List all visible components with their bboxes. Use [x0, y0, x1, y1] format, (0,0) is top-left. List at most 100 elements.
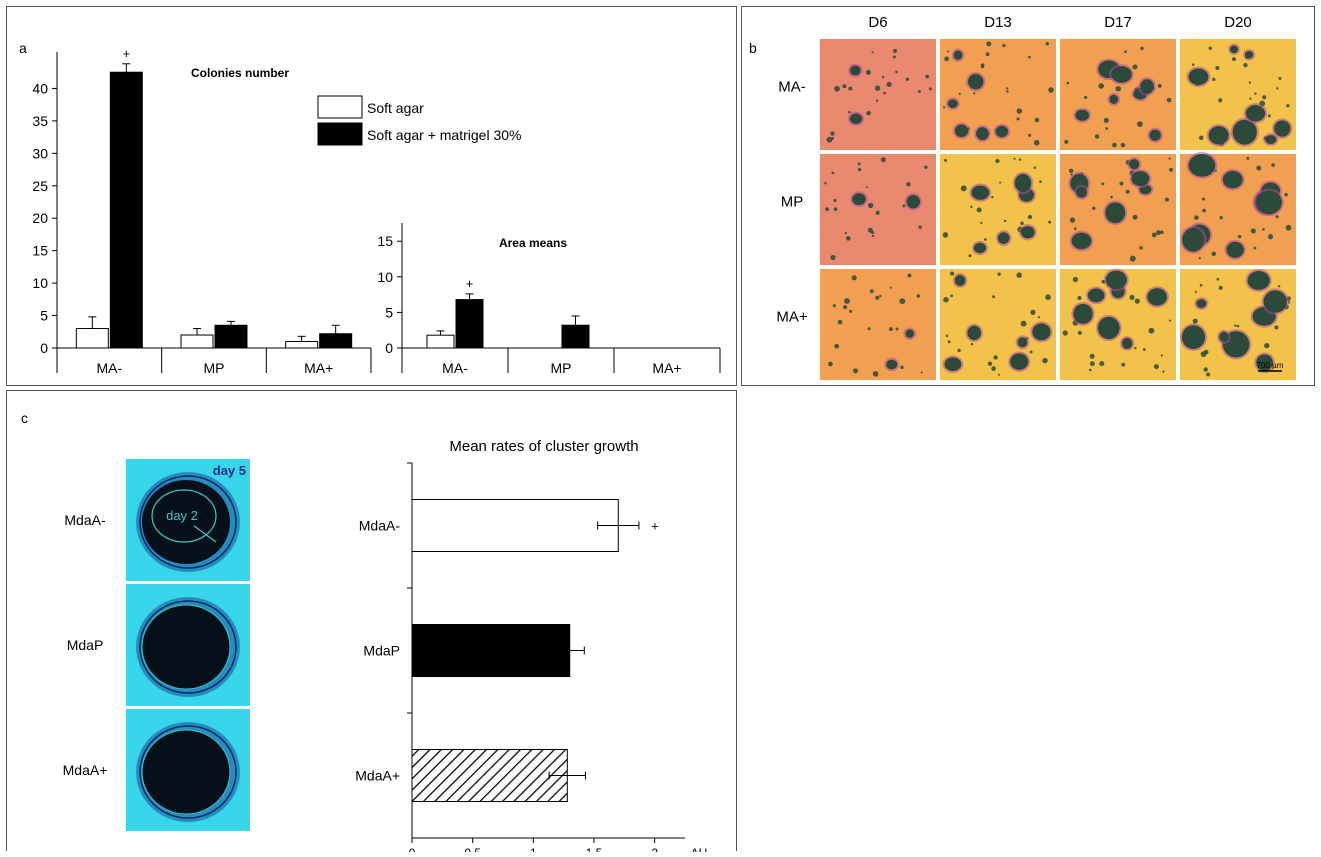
- colony-dot: [1073, 227, 1077, 231]
- image-row-label: MdaA+: [63, 762, 108, 778]
- colony-dot: [973, 92, 976, 95]
- colony-dot: [848, 110, 851, 114]
- colony: [973, 242, 986, 254]
- colony: [1182, 227, 1205, 252]
- x-tick-label: 0.5: [464, 846, 481, 852]
- colony-dot: [867, 227, 873, 233]
- colony-dot: [945, 334, 949, 338]
- colony-dot: [1020, 320, 1027, 327]
- x-tick-label: MA-: [442, 360, 468, 376]
- colony-dot: [992, 295, 996, 299]
- colony: [967, 74, 984, 90]
- colony: [1219, 331, 1229, 342]
- legend-swatch-soft-agar: [317, 95, 363, 119]
- image-row-label: MdaA-: [64, 512, 106, 528]
- colony-dot: [957, 348, 961, 353]
- colony-dot: [991, 195, 994, 199]
- colony: [1105, 202, 1126, 224]
- colony-dot: [1284, 192, 1288, 197]
- colony-dot: [1045, 294, 1051, 301]
- colony-dot: [832, 304, 836, 308]
- colony-dot: [949, 271, 955, 276]
- colony-dot: [857, 162, 861, 166]
- colony-dot: [869, 289, 874, 294]
- colony: [995, 125, 1009, 138]
- y-tick-label: 5: [40, 308, 48, 324]
- colony-dot: [880, 157, 886, 163]
- colony-dot: [895, 327, 899, 331]
- colony-dot: [900, 365, 904, 370]
- colony: [971, 185, 990, 200]
- micrograph-background: [820, 39, 936, 150]
- colony-dot: [968, 254, 972, 258]
- colony: [1265, 135, 1277, 145]
- colony-dot: [1137, 121, 1143, 127]
- bar: [109, 71, 143, 349]
- panel-c: c MdaA-day 5 day 2 MdaP MdaA+ Mean rates of…: [6, 390, 737, 857]
- y-tick-label: 0: [385, 340, 393, 356]
- micrograph-background: [820, 269, 936, 380]
- colony-dot: [1215, 65, 1220, 71]
- micrograph-cell: [1060, 268, 1176, 380]
- colony-dot: [1206, 372, 1211, 377]
- colony-dot: [1089, 361, 1095, 367]
- colony-dot: [1276, 87, 1279, 90]
- colony-dot: [881, 75, 885, 79]
- bar: [411, 499, 619, 552]
- colony-dot: [1110, 195, 1113, 199]
- significance-marker: +: [123, 46, 131, 61]
- cluster-image: [126, 584, 250, 706]
- colony-dot: [849, 309, 853, 313]
- colony-dot: [1115, 85, 1122, 92]
- panel-a: a Soft agar Soft agar + matrigel 30% Col…: [6, 6, 737, 386]
- cluster-body: [142, 730, 230, 814]
- colony-dot: [875, 210, 880, 215]
- colony-dot: [825, 207, 830, 212]
- y-tick-label: 35: [32, 113, 48, 129]
- colony: [1181, 325, 1206, 350]
- legend-label-soft-agar: Soft agar: [367, 100, 424, 116]
- colony-dot: [1246, 156, 1250, 160]
- colony: [886, 359, 898, 370]
- micrograph-background: [1180, 269, 1296, 380]
- y-tick-label: 10: [32, 275, 48, 291]
- colony: [905, 329, 915, 338]
- colony-dot: [1105, 127, 1109, 130]
- bar: [561, 324, 590, 349]
- colony: [1149, 129, 1161, 141]
- cluster-outline-day2: [141, 729, 231, 815]
- colony-dot: [1142, 348, 1146, 351]
- colony: [1032, 323, 1051, 341]
- colony-dot: [1211, 251, 1217, 257]
- scale-bar-label: 700 µm: [1257, 361, 1284, 370]
- colony-dot: [865, 69, 871, 75]
- colony: [1256, 354, 1273, 371]
- cluster-body: [142, 605, 230, 689]
- colony-dot: [865, 186, 868, 189]
- colony-dot: [1018, 158, 1022, 161]
- panel-a-canvas: a Soft agar Soft agar + matrigel 30% Col…: [19, 40, 721, 376]
- colony-dot: [1140, 46, 1144, 51]
- colony-dot: [871, 51, 874, 54]
- colony-dot: [871, 234, 875, 238]
- bar: [411, 749, 568, 802]
- colony-dot: [1125, 189, 1130, 194]
- colony-dot: [1243, 63, 1248, 68]
- colony-dot: [1232, 57, 1236, 62]
- colony-dot: [984, 238, 987, 241]
- y-tick-label: MdaA-: [359, 518, 401, 534]
- micrograph-cell: [820, 269, 936, 380]
- colony: [906, 194, 920, 209]
- colony-dot: [1033, 166, 1037, 169]
- colony-dot: [1006, 87, 1009, 90]
- column-header: D6: [868, 14, 887, 31]
- colony-dot: [906, 182, 911, 187]
- cluster-image: day 5 day 2: [126, 459, 250, 581]
- colony-dot: [970, 205, 973, 209]
- colony-dot: [1033, 139, 1040, 146]
- colony-dot: [843, 305, 848, 310]
- colony-dot: [1219, 216, 1223, 220]
- colony-dot: [1254, 92, 1257, 95]
- colony-dot: [1048, 87, 1054, 93]
- colony-dot: [1249, 97, 1252, 100]
